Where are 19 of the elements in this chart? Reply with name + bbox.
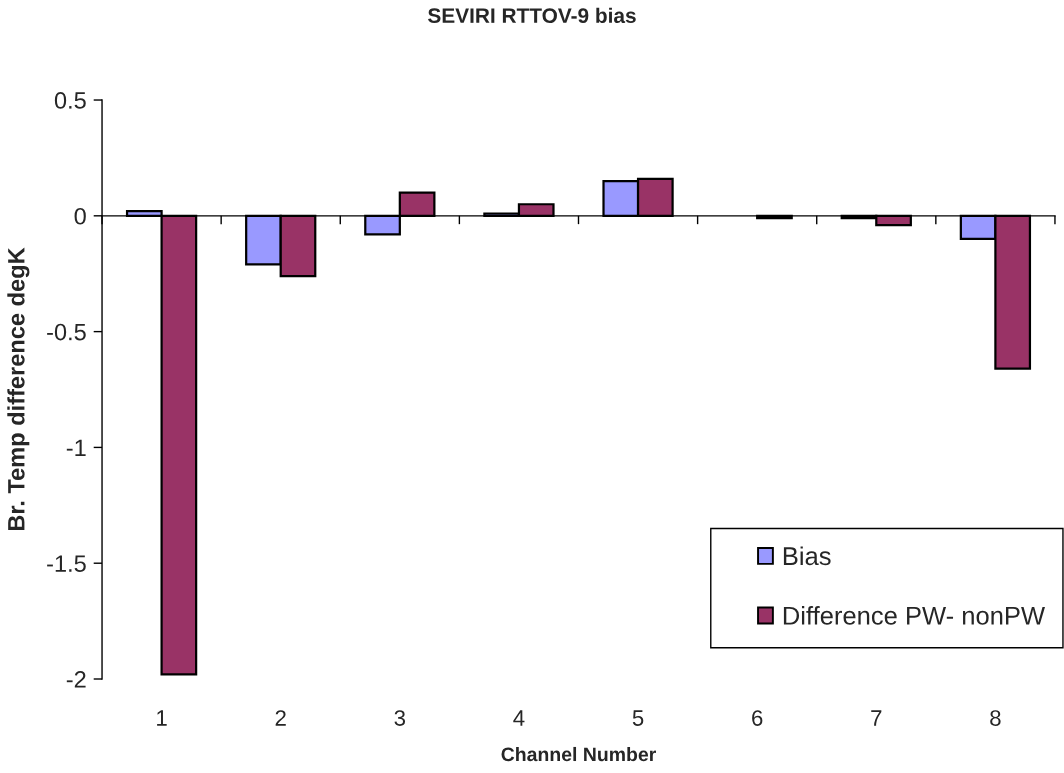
y-tick-label: 0 <box>74 207 86 225</box>
y-tick-label: -1.5 <box>47 555 86 572</box>
x-axis-title: Channel Number <box>501 746 656 762</box>
y-tick-label: 0.5 <box>54 92 86 109</box>
x-tick-label: 8 <box>990 710 1001 726</box>
y-tick-label: -2 <box>66 671 86 688</box>
x-tick-label: 4 <box>513 710 525 726</box>
y-tick-label: -1 <box>66 439 86 456</box>
x-tick-label: 1 <box>157 710 167 726</box>
chart-title: SEVIRI RTTOV-9 bias <box>428 7 636 24</box>
x-tick-label: 5 <box>632 710 644 726</box>
x-tick-label: 2 <box>275 710 286 726</box>
x-tick-label: 6 <box>752 710 763 726</box>
legend-label: Bias <box>783 546 831 566</box>
y-tick-label: -0.5 <box>47 323 86 341</box>
x-tick-label: 7 <box>871 710 882 726</box>
y-axis-title: Br. Temp difference degK <box>7 247 30 531</box>
x-tick-label: 3 <box>394 710 406 726</box>
legend-label: Difference PW- nonPW <box>783 606 1045 625</box>
